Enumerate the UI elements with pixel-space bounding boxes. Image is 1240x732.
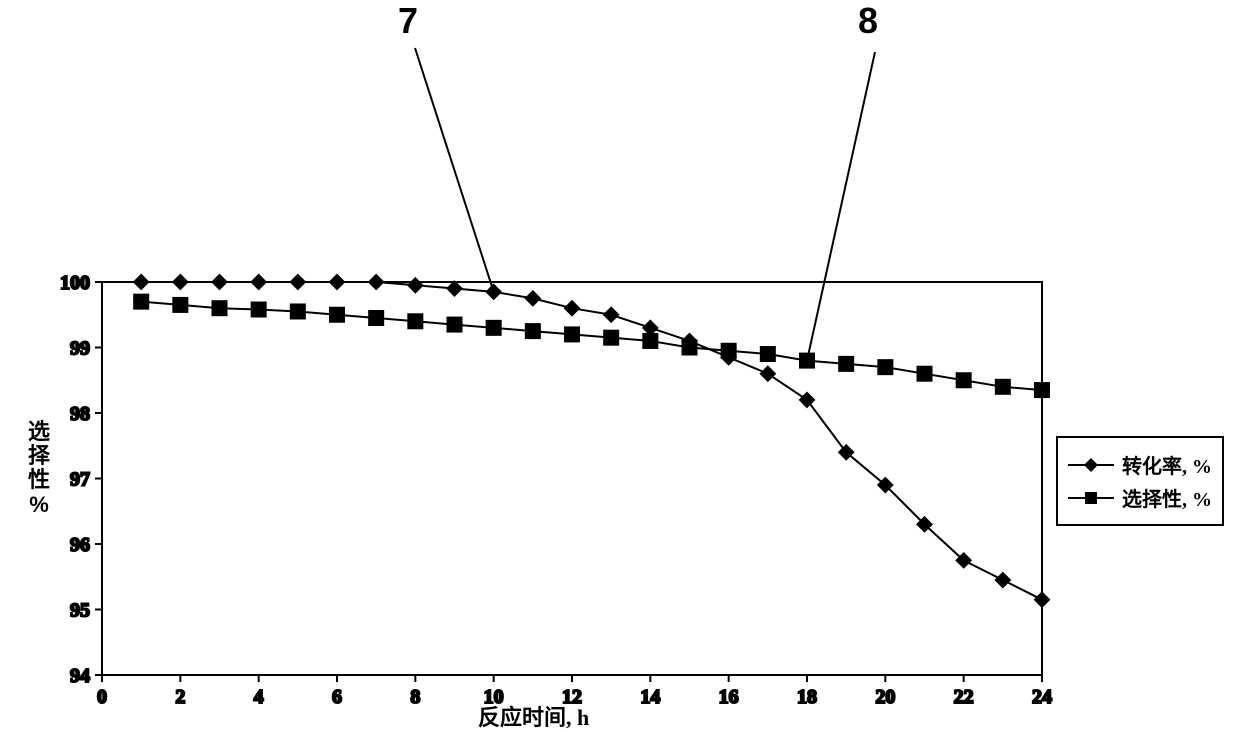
chart-svg: 024681012141618202224949596979899100: [0, 0, 1240, 727]
svg-text:95: 95: [70, 600, 90, 622]
svg-text:22: 22: [954, 686, 974, 708]
legend: 转化率, % 选择性, %: [1056, 436, 1224, 526]
legend-row-1: 选择性, %: [1068, 483, 1212, 512]
svg-text:2: 2: [175, 686, 185, 708]
svg-text:96: 96: [70, 534, 90, 556]
y-axis-title-line2: 择: [28, 443, 50, 468]
y-axis-title-line4: %: [29, 492, 49, 517]
chart-container: { "chart": { "type": "line", "background…: [0, 0, 1240, 727]
svg-text:0: 0: [97, 686, 107, 708]
legend-label-0: 转化率, %: [1122, 450, 1212, 479]
svg-text:20: 20: [875, 686, 895, 708]
svg-text:94: 94: [70, 665, 90, 687]
svg-text:18: 18: [797, 686, 817, 708]
y-axis-title-line3: 性: [28, 467, 50, 492]
svg-text:14: 14: [640, 686, 660, 708]
svg-text:97: 97: [70, 469, 90, 491]
x-axis-title: 反应时间, h: [478, 700, 589, 732]
svg-text:100: 100: [60, 272, 90, 294]
legend-swatch-1: [1068, 488, 1114, 508]
svg-text:8: 8: [410, 686, 420, 708]
legend-label-1: 选择性, %: [1122, 483, 1212, 512]
y-axis-title: 选 择 性 %: [16, 420, 62, 517]
svg-text:24: 24: [1032, 686, 1052, 708]
svg-text:98: 98: [70, 403, 90, 425]
legend-row-0: 转化率, %: [1068, 450, 1212, 479]
svg-text:4: 4: [254, 686, 264, 708]
svg-text:99: 99: [70, 338, 90, 360]
y-axis-title-line1: 选: [28, 419, 50, 444]
svg-text:16: 16: [719, 686, 739, 708]
legend-swatch-0: [1068, 455, 1114, 475]
svg-text:6: 6: [332, 686, 342, 708]
